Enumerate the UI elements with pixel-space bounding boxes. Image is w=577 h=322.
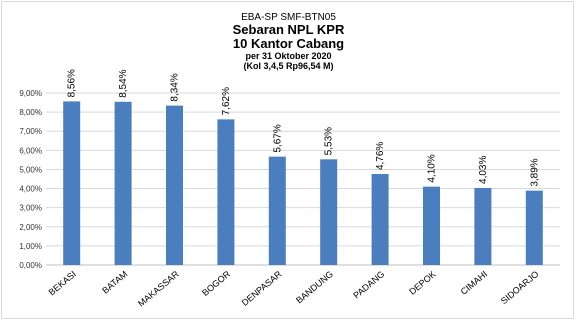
- bar-value-label: 4,03%: [478, 156, 489, 184]
- bar: [268, 156, 286, 265]
- bar-value-label: 5,53%: [324, 127, 335, 155]
- bar-value-label: 4,10%: [427, 154, 438, 182]
- y-tick-label: 6,00%: [19, 146, 42, 155]
- y-tick-label: 3,00%: [19, 204, 42, 213]
- x-tick-label: MAKASSAR: [136, 269, 181, 309]
- chart-title-block: EBA-SP SMF-BTN05 Sebaran NPL KPR 10 Kant…: [0, 12, 577, 71]
- bar-value-label: 7,62%: [221, 87, 232, 115]
- bar-value-label: 8,56%: [67, 69, 78, 97]
- bar: [217, 119, 235, 265]
- x-tick-label: DEPOK: [407, 269, 438, 297]
- bar: [166, 105, 183, 265]
- chart-subtitle-date: per 31 Oktober 2020: [245, 51, 332, 61]
- y-tick-label: 8,00%: [19, 108, 42, 117]
- y-tick-label: 1,00%: [19, 242, 42, 251]
- x-tick-label: DENPASAR: [240, 269, 284, 308]
- x-tick-label: BOGOR: [200, 269, 232, 299]
- y-tick-label: 4,00%: [19, 185, 42, 194]
- chart-subtitle-note: (Kol 3,4,5 Rp96,54 M): [243, 61, 334, 71]
- chart-title-line-2: 10 Kantor Cabang: [232, 36, 345, 51]
- bar: [371, 174, 389, 265]
- x-tick-label: SIDOARJO: [499, 269, 541, 306]
- chart-supertitle: EBA-SP SMF-BTN05: [241, 12, 336, 23]
- bar: [525, 190, 543, 265]
- bar: [114, 101, 132, 266]
- bar-value-label: 5,67%: [272, 124, 283, 152]
- x-tick-label: PADANG: [351, 269, 386, 301]
- bar-value-label: 8,54%: [118, 69, 129, 97]
- x-tick-label: CIMAHI: [459, 269, 490, 297]
- bar-value-label: 8,34%: [170, 73, 181, 101]
- y-tick-label: 0,00%: [19, 261, 42, 270]
- bar: [320, 159, 338, 265]
- chart-title: Sebaran NPL KPR: [232, 22, 345, 37]
- y-tick-label: 7,00%: [19, 127, 42, 136]
- bar: [474, 187, 492, 265]
- x-tick-label: BEKASI: [47, 269, 78, 298]
- y-tick-label: 5,00%: [19, 165, 42, 174]
- bar: [63, 101, 81, 265]
- bar-value-label: 4,76%: [375, 142, 386, 170]
- y-tick-label: 2,00%: [19, 223, 42, 232]
- x-tick-label: BATAM: [100, 269, 129, 296]
- x-tick-label: BANDUNG: [294, 269, 335, 306]
- bar-value-label: 3,89%: [529, 158, 540, 186]
- y-tick-label: 9,00%: [19, 89, 42, 98]
- bar: [423, 186, 440, 265]
